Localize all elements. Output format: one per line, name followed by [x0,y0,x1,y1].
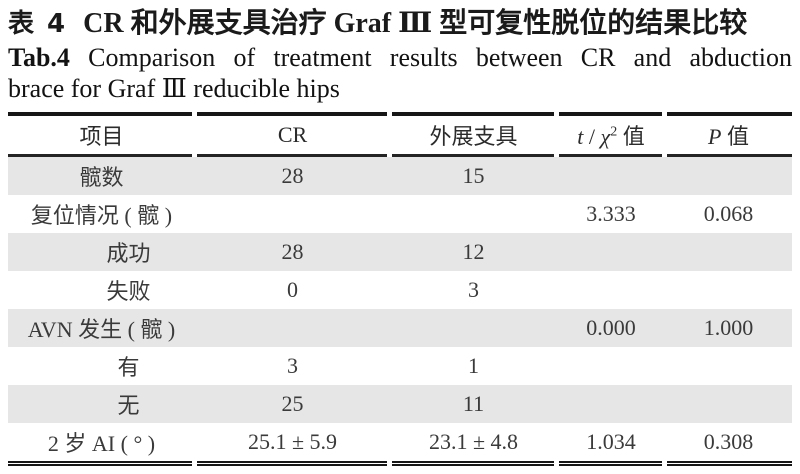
cell-stat-value: 0.000 [557,309,665,347]
header-cr: CR [195,112,390,157]
p-symbol: P [708,124,722,149]
cell-brace-value: 11 [390,385,557,423]
cell-stat-value [557,385,665,423]
cell-item-label: 成功 [8,233,195,271]
table-row-success: 成功 28 12 [8,233,792,271]
header-item: 项目 [8,112,195,157]
cell-brace-value [390,195,557,233]
table-title-english-line2: brace for Graf Ⅲ reducible hips [8,74,340,103]
chi-superscript: 2 [610,124,618,140]
cell-item-label: 无 [8,385,195,423]
cell-p-value [665,271,792,309]
cell-item-label: AVN 发生 ( 髋 ) [8,309,195,347]
cell-cr-value: 28 [195,233,390,271]
cell-cr-value: 0 [287,277,298,302]
cell-brace-value: 3 [468,277,479,302]
cell-p-value [665,385,792,423]
cell-p-value [665,233,792,271]
cell-item-label: 失败 [106,279,151,304]
table-row-ai-2yr: 2 岁 AI ( ° ) 25.1 ± 5.9 23.1 ± 4.8 1.034… [8,423,792,466]
cell-stat-value: 1.034 [557,423,665,466]
cell-brace-value: 15 [390,155,557,195]
results-table-wrapper: 项目 CR 外展支具 t / χ2 值 P 值 髋数 28 15 复位情况 ( … [8,112,792,466]
value-suffix: 值 [721,124,749,149]
table-title-chinese-text: CR 和外展支具治疗 Graf Ⅲ 型可复性脱位的结果比较 [83,8,748,39]
table-title-english-line1: Tab.4 Comparison of treatment results be… [8,42,792,73]
cell-p-value [665,155,792,195]
cell-p-value: 0.068 [703,201,754,226]
cell-stat-value [557,271,665,309]
cell-item-label: 复位情况 ( 髋 ) [30,203,173,228]
t-symbol: t [577,124,584,149]
cell-cr-value: 28 [195,155,390,195]
cell-cr-value [195,309,390,347]
cell-cr-value: 3 [287,353,298,378]
header-abduction-brace: 外展支具 [390,112,557,157]
cell-p-value: 1.000 [665,309,792,347]
table-number-english: Tab.4 [8,43,70,72]
value-suffix: 值 [617,124,645,149]
table-title-chinese: 表 4 CR 和外展支具治疗 Graf Ⅲ 型可复性脱位的结果比较 [8,6,792,42]
header-p-value: P 值 [665,112,792,157]
chi-symbol: χ [600,124,611,149]
slash: / [583,124,601,149]
cell-brace-value: 12 [390,233,557,271]
table-number-chinese: 表 4 [8,9,68,39]
cell-p-value [665,347,792,385]
cell-stat-value: 3.333 [586,201,636,226]
cell-stat-value [557,347,665,385]
results-table: 项目 CR 外展支具 t / χ2 值 P 值 髋数 28 15 复位情况 ( … [8,112,792,466]
cell-p-value: 0.308 [665,423,792,466]
table-row-reduction-status: 复位情况 ( 髋 ) 3.333 0.068 [8,195,792,233]
table-row-avn-no: 无 25 11 [8,385,792,423]
cell-item-label: 有 [117,355,140,380]
cell-brace-value: 1 [468,353,479,378]
table-row-hip-count: 髋数 28 15 [8,155,792,195]
cell-item-label: 2 岁 AI ( ° ) [8,423,195,466]
cell-brace-value [390,309,557,347]
table-row-avn-occurrence: AVN 发生 ( 髋 ) 0.000 1.000 [8,309,792,347]
table-title-english-text: Comparison of treatment results between … [88,43,792,72]
header-t-chi-square: t / χ2 值 [557,112,665,157]
cell-cr-value: 25 [195,385,390,423]
cell-item-label: 髋数 [8,155,195,195]
table-row-failure: 失败 0 3 [8,271,792,309]
cell-stat-value [557,155,665,195]
cell-cr-value: 25.1 ± 5.9 [195,423,390,466]
cell-stat-value [557,233,665,271]
table-row-avn-yes: 有 3 1 [8,347,792,385]
cell-brace-value: 23.1 ± 4.8 [390,423,557,466]
cell-cr-value [195,195,390,233]
header-row: 项目 CR 外展支具 t / χ2 值 P 值 [8,112,792,157]
